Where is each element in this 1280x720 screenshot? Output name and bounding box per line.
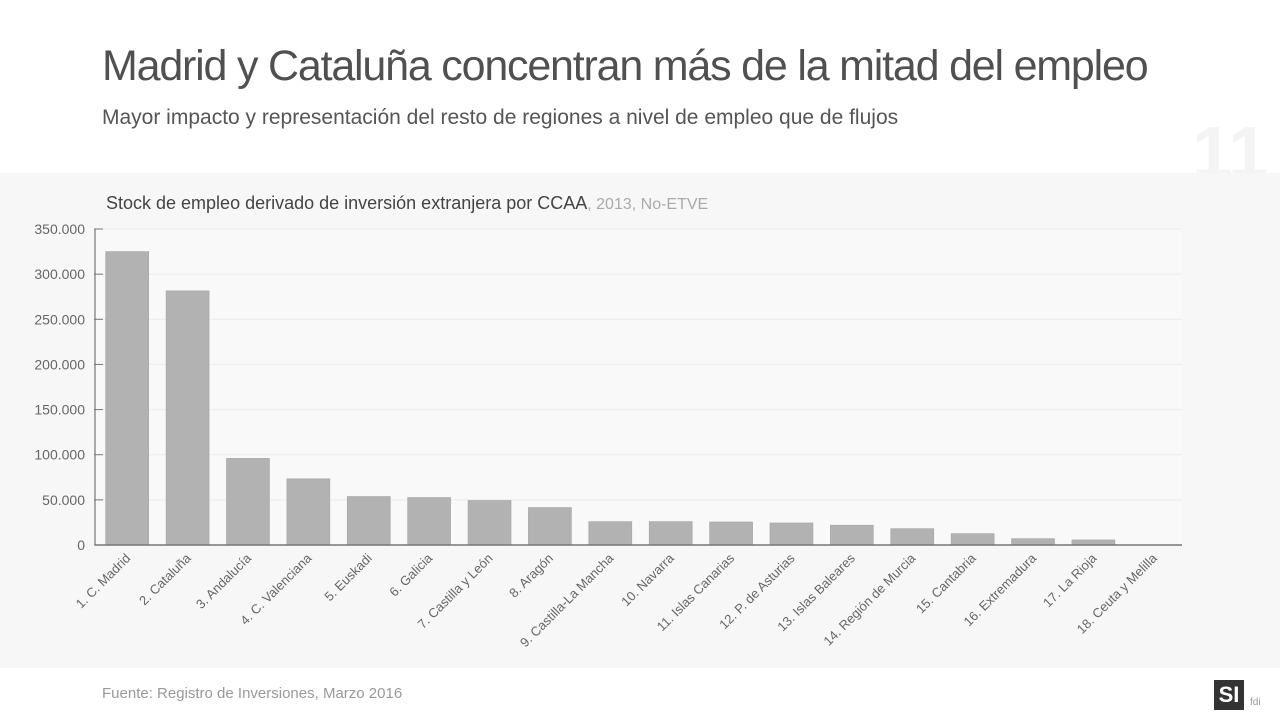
y-tick-label: 250.000: [34, 311, 85, 327]
bar: [830, 524, 874, 546]
bar: [407, 497, 451, 546]
chart-title: Stock de empleo derivado de inversión ex…: [106, 193, 708, 214]
bar: [105, 251, 149, 546]
bar: [648, 521, 693, 546]
bar: [950, 533, 995, 546]
bar: [528, 507, 572, 546]
bar: [1071, 539, 1116, 546]
x-tick-label: 2. Cataluña: [136, 550, 194, 608]
x-tick-label: 10. Navarra: [618, 550, 677, 609]
x-tick-label: 3. Andalucía: [193, 550, 255, 612]
bar: [165, 290, 210, 546]
y-tick-label: 200.000: [34, 356, 85, 372]
source-note: Fuente: Registro de Inversiones, Marzo 2…: [102, 685, 403, 702]
y-tick-label: 0: [77, 537, 85, 553]
chart-title-suffix: , 2013, No-ETVE: [587, 196, 709, 213]
y-tick-label: 150.000: [34, 402, 85, 418]
bar: [1011, 538, 1055, 546]
plot-area: [95, 229, 1182, 545]
bar: [588, 521, 633, 546]
bar: [769, 522, 814, 546]
y-tick-label: 300.000: [34, 266, 85, 282]
logo: SI: [1214, 680, 1244, 710]
bar: [467, 500, 512, 546]
bar: [709, 521, 753, 546]
y-tick-label: 350.000: [34, 221, 85, 237]
bar: [346, 496, 391, 546]
logo-subtext: fdi: [1250, 697, 1261, 708]
bar: [286, 478, 331, 546]
x-tick-label: 6. Galicia: [386, 550, 435, 599]
page-subtitle: Mayor impacto y representación del resto…: [102, 106, 899, 129]
x-tick-label: 5. Euskadi: [321, 550, 375, 604]
x-tick-label: 15. Cantabria: [913, 550, 979, 616]
x-tick-label: 1. C. Madrid: [73, 551, 134, 612]
bar: [226, 458, 270, 546]
page-title: Madrid y Cataluña concentran más de la m…: [102, 42, 1149, 90]
x-tick-label: 17. La Rioja: [1040, 550, 1100, 610]
chart-title-main: Stock de empleo derivado de inversión ex…: [106, 193, 588, 213]
y-tick-label: 100.000: [34, 447, 85, 463]
x-tick-label: 8. Aragón: [506, 551, 556, 601]
y-tick-label: 50.000: [42, 492, 85, 508]
bar: [890, 528, 935, 546]
